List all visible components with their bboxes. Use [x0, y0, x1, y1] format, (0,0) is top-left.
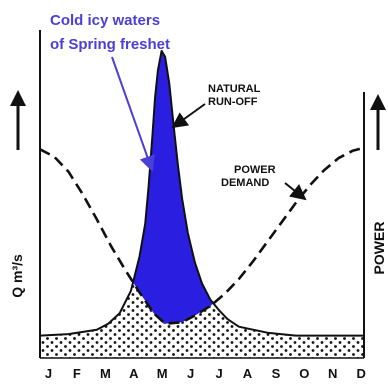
month-tick-label: S [272, 366, 281, 381]
month-tick-label: M [100, 366, 111, 381]
line-layer [39, 49, 365, 337]
month-tick-label: M [157, 366, 168, 381]
y-right-arrow [370, 94, 386, 150]
month-tick-label: O [299, 366, 309, 381]
freshet-label-line1: Cold icy waters [50, 12, 160, 29]
runoff-arrow [171, 103, 206, 129]
month-tick-label: A [129, 366, 139, 381]
freshet-arrow [111, 56, 155, 172]
y-left-label: Q m³/s [9, 254, 25, 298]
power-demand-line [39, 146, 365, 325]
month-tick-label: F [73, 366, 81, 381]
month-tick-label: N [328, 366, 337, 381]
demand-label-line1: POWER [234, 164, 276, 176]
month-tick-label: J [45, 366, 52, 381]
freshet-label-line2: of Spring freshet [50, 36, 170, 53]
y-left-arrow [10, 90, 26, 150]
fill-layer [40, 50, 364, 358]
runoff-label-line1: NATURAL [208, 83, 261, 95]
freshet-area [133, 50, 214, 324]
runoff-label-line2: RUN-OFF [208, 96, 258, 108]
month-tick-label: J [187, 366, 194, 381]
y-right-label: POWER [371, 222, 387, 275]
base-flow-stipple [40, 282, 364, 358]
runoff-line [39, 49, 364, 337]
demand-arrow [284, 182, 307, 201]
month-tick-label: J [215, 366, 222, 381]
month-tick-label: D [357, 366, 366, 381]
demand-label-line2: DEMAND [221, 177, 269, 189]
month-tick-label: A [243, 366, 253, 381]
